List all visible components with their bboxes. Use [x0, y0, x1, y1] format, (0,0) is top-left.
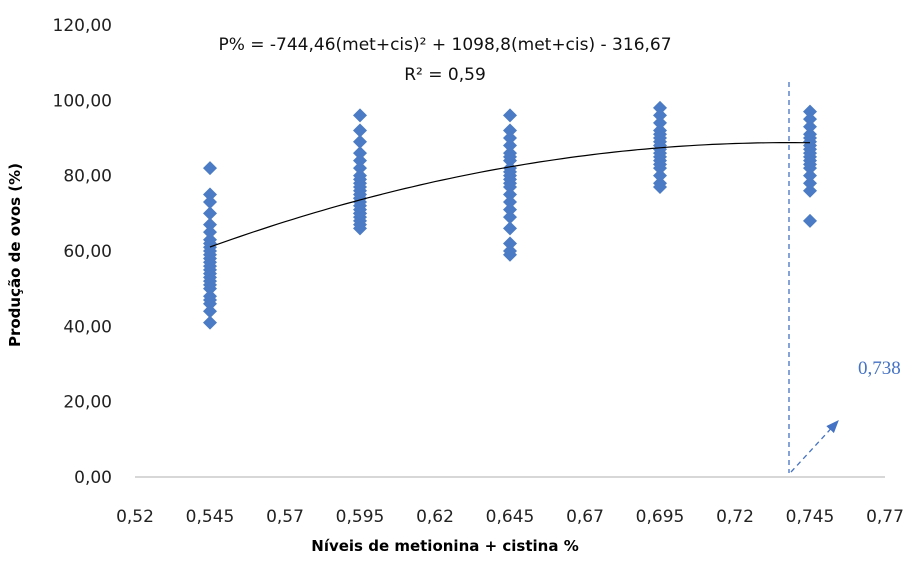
trend-line	[209, 142, 810, 248]
y-axis-ticks: 0,00 20,00 40,00 60,00 80,00 100,00 120,00	[53, 16, 112, 488]
data-point	[353, 153, 367, 168]
x-tick-label: 0,67	[566, 507, 604, 527]
data-point	[353, 146, 367, 161]
data-point	[653, 179, 667, 194]
data-point	[803, 183, 817, 198]
x-tick-label: 0,72	[716, 507, 754, 527]
y-tick-label: 60,00	[63, 242, 112, 262]
data-point	[803, 176, 817, 191]
regression-equation: P% = -744,46(met+cis)² + 1098,8(met+cis)…	[218, 35, 671, 55]
data-point	[203, 161, 217, 176]
data-point	[203, 281, 217, 296]
data-point	[203, 206, 217, 221]
data-point	[803, 161, 817, 176]
data-point	[503, 202, 517, 217]
y-tick-label: 20,00	[63, 393, 112, 413]
x-tick-label: 0,545	[186, 507, 235, 527]
data-point	[203, 304, 217, 319]
data-point	[653, 168, 667, 183]
x-tick-label: 0,595	[336, 507, 385, 527]
data-point	[503, 123, 517, 138]
y-tick-label: 0,00	[74, 468, 112, 488]
data-point	[503, 179, 517, 194]
data-point	[353, 134, 367, 149]
data-point	[203, 187, 217, 202]
y-tick-label: 100,00	[53, 91, 112, 111]
data-point	[503, 149, 517, 164]
data-point	[653, 108, 667, 123]
data-point	[503, 210, 517, 225]
data-point	[653, 115, 667, 130]
data-point	[803, 104, 817, 119]
r-squared-label: R² = 0,59	[404, 65, 486, 85]
x-tick-label: 0,52	[116, 507, 154, 527]
x-tick-label: 0,77	[866, 507, 904, 527]
data-points	[203, 100, 817, 330]
data-point	[503, 138, 517, 153]
data-point	[653, 161, 667, 176]
x-tick-label: 0,62	[416, 507, 454, 527]
data-point	[503, 187, 517, 202]
y-tick-label: 40,00	[63, 317, 112, 337]
x-axis-title: Níveis de metionina + cistina %	[311, 537, 578, 555]
data-point	[203, 315, 217, 330]
data-point	[503, 195, 517, 210]
x-axis-ticks: 0,52 0,545 0,57 0,595 0,62 0,645 0,67 0,695 0,72…	[116, 507, 904, 527]
data-point	[803, 213, 817, 228]
x-tick-label: 0,645	[486, 507, 535, 527]
y-axis-title: Produção de ovos (%)	[6, 163, 24, 347]
data-point	[503, 131, 517, 145]
data-point	[353, 123, 367, 138]
data-point	[803, 112, 817, 127]
data-point	[503, 247, 517, 262]
data-point	[203, 195, 217, 210]
data-point	[203, 296, 217, 311]
data-point	[203, 217, 217, 232]
x-tick-label: 0,745	[786, 507, 835, 527]
data-point	[353, 191, 367, 206]
x-tick-label: 0,57	[266, 507, 304, 527]
data-point	[803, 168, 817, 183]
data-point	[503, 221, 517, 236]
data-point	[503, 108, 517, 123]
data-point	[353, 108, 367, 123]
data-point	[353, 221, 367, 236]
x-tick-label: 0,695	[636, 507, 685, 527]
data-point	[803, 119, 817, 134]
y-tick-label: 120,00	[53, 16, 112, 36]
data-point	[653, 100, 667, 115]
data-point	[203, 225, 217, 240]
callout-arrow	[790, 420, 839, 473]
data-point	[353, 161, 367, 176]
data-point	[503, 236, 517, 251]
y-tick-label: 80,00	[63, 167, 112, 187]
data-point	[353, 206, 367, 221]
callout-label: 0,738	[858, 358, 901, 379]
